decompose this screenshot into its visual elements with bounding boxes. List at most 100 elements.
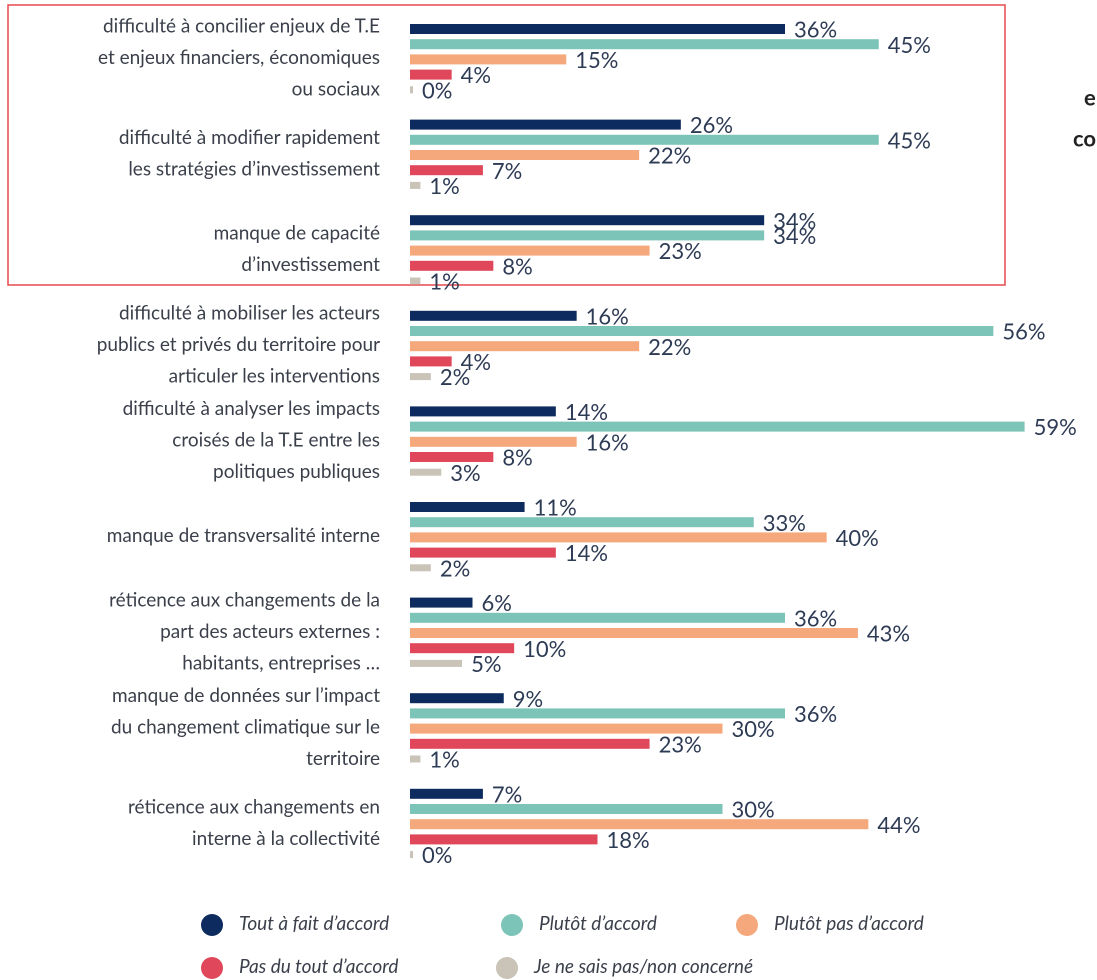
bar [410,834,598,845]
annotation: e [1084,84,1096,111]
value-label: 18% [607,826,650,853]
bar [410,341,640,352]
bar [410,119,681,130]
value-label: 7% [492,780,522,807]
value-label: 14% [565,539,608,566]
value-label: 3% [450,459,480,486]
bar [410,517,754,528]
value-label: 1% [429,172,459,199]
value-label: 34% [773,222,816,249]
value-label: 40% [836,524,879,551]
bar [410,134,879,145]
value-label: 10% [523,635,566,662]
category-label: réticence aux changements de la [109,588,380,611]
value-label: 36% [794,16,837,43]
category-label: réticence aux changements en [128,795,380,818]
value-label: 7% [492,157,522,184]
bar [410,326,994,336]
category-label: manque de transversalité interne [107,524,380,547]
bar [410,452,494,462]
bar [410,851,413,859]
bar [410,245,650,256]
bar [410,181,421,189]
value-label: 22% [648,333,691,360]
value-label: 59% [1034,413,1077,440]
value-label: 15% [575,46,618,73]
bar [410,373,431,381]
category-label: habitants, entreprises … [182,651,380,674]
legend-swatch [736,914,758,936]
value-label: 1% [429,268,459,295]
bar [410,39,879,50]
legend-label: Je ne sais pas/non concerné [533,955,753,978]
value-label: 16% [586,302,629,329]
category-label: difficulté à modifier rapidement [119,126,380,149]
legend-label: Tout à fait d’accord [239,912,389,935]
bar [410,819,869,830]
bar [410,436,577,447]
bar [410,755,421,763]
bar [410,356,452,367]
legend-label: Plutôt pas d’accord [774,912,924,935]
value-label: 2% [440,363,470,390]
bar [410,86,413,94]
category-label: part des acteurs externes : [160,620,380,643]
category-label: les stratégies d’investissement [128,158,380,181]
value-label: 33% [763,509,806,536]
bar [410,230,765,241]
category-label: et enjeux financiers, économiques [98,46,380,69]
value-label: 1% [429,746,459,773]
category-label: publics et privés du territoire pour [97,333,380,356]
legend-label: Plutôt d’accord [539,912,657,935]
category-label: difficulté à mobiliser les acteurs [119,302,380,325]
bar [410,643,515,654]
bar [410,69,452,80]
category-label: ou sociaux [292,78,381,101]
bar [410,564,431,572]
bar [410,612,785,623]
category-label: difficulté à analyser les impacts [123,397,380,420]
value-label: 4% [461,61,491,88]
legend-label: Pas du tout d’accord [239,955,398,978]
legend-swatch [201,957,223,979]
bar [410,406,556,417]
value-label: 56% [1002,318,1045,345]
value-label: 36% [794,700,837,727]
value-label: 4% [461,348,491,375]
bar [410,277,421,285]
category-label: d’investissement [241,253,380,276]
bar [410,708,785,719]
bar [410,165,483,176]
bar [410,421,1025,432]
value-label: 23% [659,237,702,264]
value-label: 8% [502,444,532,471]
bar [410,260,494,271]
legend-swatch [496,957,518,979]
category-label: articuler les interventions [169,365,380,388]
bar [410,738,650,749]
legend-swatch [501,914,523,936]
bar [410,502,525,512]
category-label: interne à la collectivité [192,827,380,850]
value-label: 16% [586,428,629,455]
bar [410,532,827,543]
value-label: 0% [422,76,452,103]
annotation: co [1073,125,1096,152]
bar [410,659,463,667]
category-label: politiques publiques [213,460,380,483]
value-label: 30% [732,796,775,823]
bar [410,804,723,814]
value-label: 44% [877,811,920,838]
value-label: 34% [773,207,816,234]
bar [410,468,442,476]
category-label: croisés de la T.E entre les [172,429,380,452]
value-label: 23% [659,730,702,757]
value-label: 14% [565,398,608,425]
bar [410,215,765,226]
value-label: 0% [422,841,452,868]
value-label: 26% [690,111,733,138]
category-label: difficulté à concilier enjeux de T.E [103,15,380,38]
category-label: manque de données sur l’impact [112,684,380,707]
bar [410,723,723,734]
